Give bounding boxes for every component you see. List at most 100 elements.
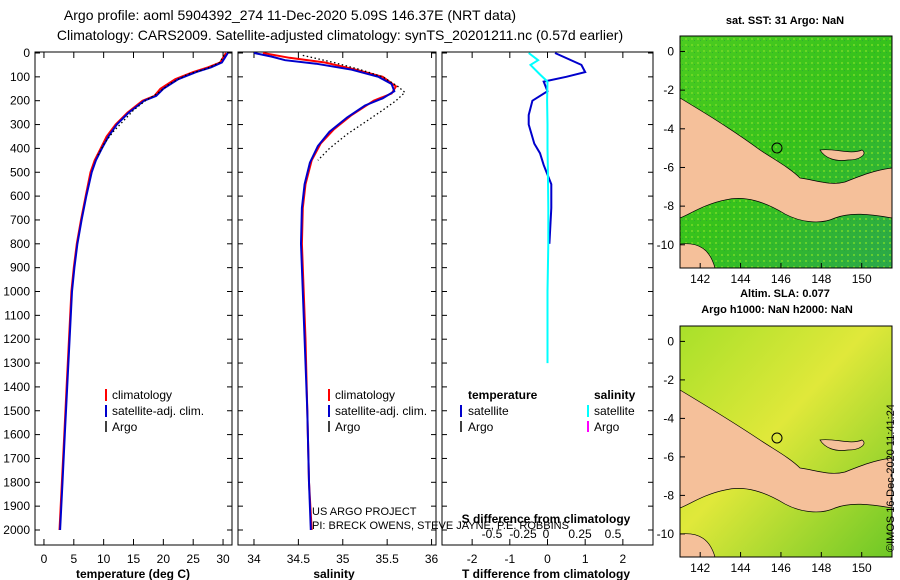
depth-tick-label: 800 (10, 237, 30, 251)
sst-land-island (819, 149, 865, 161)
series-climatology (58, 52, 227, 531)
temperature-xlabel: temperature (deg C) (76, 567, 190, 580)
depth-tick-label: 1600 (3, 428, 30, 442)
legend-head-salinity: salinity (594, 388, 636, 402)
legend-satellite-label: satellite-adj. clim. (335, 404, 427, 418)
depth-tick-label: 600 (10, 189, 30, 203)
x-tick-label: 20 (157, 552, 171, 566)
lat-tick-label: -10 (657, 238, 675, 252)
x-tick-label: 10 (97, 552, 111, 566)
sla-frame (679, 325, 893, 558)
credit-line-1: US ARGO PROJECT (312, 506, 417, 518)
s-tick-label: -0.5 (482, 527, 503, 541)
temperature-panel: 0 5 10 15 20 25 30 temperature (deg C) climato… (34, 51, 233, 580)
x-tick-label: 35.5 (375, 552, 399, 566)
difference-legend: temperature salinity satellite Argo sate… (460, 388, 636, 434)
salinity-legend: climatology satellite-adj. clim. Argo (328, 388, 427, 434)
depth-tick-label: 200 (10, 94, 30, 108)
figure-title-line1: Argo profile: aoml 5904392_274 11-Dec-20… (64, 7, 516, 23)
s-tick-label: 0.25 (568, 527, 592, 541)
difference-xlabel: T difference from climatology (462, 567, 630, 580)
s-tick-label: 0 (543, 527, 550, 541)
legend-s-argo-label: Argo (594, 420, 620, 434)
lon-tick-label: 148 (811, 561, 831, 575)
x-tick-label: 15 (127, 552, 141, 566)
s-tick-label: 0.5 (605, 527, 622, 541)
difference-top-label: S difference from climatology (462, 512, 631, 526)
series-argo (97, 55, 225, 156)
x-tick-label: 36 (425, 552, 439, 566)
s-tick-label: -0.25 (509, 527, 537, 541)
lon-tick-label: 144 (731, 272, 751, 286)
sst-frame (679, 35, 893, 269)
series-argo (302, 54, 406, 161)
lon-tick-label: 150 (852, 272, 872, 286)
depth-tick-label: 1800 (3, 475, 30, 489)
series-satellite-adj-clim- (59, 52, 229, 531)
lon-tick-label: 146 (771, 561, 791, 575)
lat-tick-label: -6 (663, 160, 674, 174)
depth-tick-label: 1100 (4, 308, 30, 322)
lat-tick-label: -10 (657, 527, 675, 541)
sst-map: sat. SST: 31 Argo: NaN 142 144 146 148 150 0 -… (657, 15, 893, 286)
depth-tick-label: 100 (10, 70, 30, 84)
depth-tick-label: 1500 (3, 404, 30, 418)
legend-t-satellite-label: satellite (468, 404, 509, 418)
legend-t-argo-label: Argo (468, 420, 494, 434)
salinity-series (253, 52, 406, 531)
depth-tick-label: 700 (10, 213, 30, 227)
lat-tick-label: -8 (663, 199, 674, 213)
legend-s-satellite-label: satellite (594, 404, 635, 418)
lon-tick-label: 142 (690, 561, 710, 575)
temperature-frame (34, 51, 233, 546)
lat-tick-label: -8 (663, 488, 674, 502)
depth-tick-label: 1900 (3, 499, 30, 513)
depth-tick-label: 1400 (3, 380, 30, 394)
x-tick-label: 0 (544, 552, 551, 566)
series-temperature-satellite (527, 52, 587, 244)
x-tick-label: 34 (247, 552, 261, 566)
salinity-xlabel: salinity (313, 567, 355, 580)
timestamp: ©IMOS 16-Dec-2020 11:41:24 (885, 404, 897, 552)
series-salinity-satellite (528, 52, 550, 364)
legend-satellite-label: satellite-adj. clim. (112, 404, 204, 418)
x-tick-label: 5 (70, 552, 77, 566)
x-tick-label: 34.5 (287, 552, 311, 566)
figure-title-line2: Climatology: CARS2009. Satellite-adjuste… (57, 27, 623, 43)
lat-tick-label: -4 (663, 122, 674, 136)
x-tick-label: 30 (216, 552, 230, 566)
sla-argo-marker (771, 432, 783, 444)
x-tick-label: 0 (41, 552, 48, 566)
depth-tick-label: 900 (10, 261, 30, 275)
legend-argo-label: Argo (112, 420, 138, 434)
x-tick-label: 1 (582, 552, 589, 566)
x-tick-label: 25 (187, 552, 201, 566)
x-tick-label: 35 (336, 552, 350, 566)
depth-tick-label: 1700 (3, 451, 30, 465)
sst-map-title: sat. SST: 31 Argo: NaN (726, 15, 844, 27)
difference-series (527, 52, 587, 364)
sla-map-title1: Altim. SLA: 0.077 (740, 288, 830, 300)
legend-climatology-label: climatology (112, 388, 172, 402)
x-tick-label: -1 (504, 552, 515, 566)
depth-tick-label: 300 (10, 118, 30, 132)
depth-tick-label: 500 (10, 165, 30, 179)
salinity-ticks: 34 34.5 35 35.5 36 (238, 52, 439, 566)
legend-argo-label: Argo (335, 420, 361, 434)
sla-land-island (819, 439, 865, 451)
difference-panel: -2 -1 0 1 2 -0.5 -0.25 0 0.25 0.5 T difference fr… (441, 51, 654, 580)
credit-line-2: PI: BRECK OWENS, STEVE JAYNE, P.E. ROBBI… (312, 520, 569, 532)
salinity-panel: 34 34.5 35 35.5 36 salinity climatology sate… (237, 51, 569, 580)
series-satellite-adj-clim- (253, 52, 396, 531)
temperature-series (58, 52, 229, 531)
lon-tick-label: 150 (852, 561, 872, 575)
lon-tick-label: 144 (731, 561, 751, 575)
lat-tick-label: -2 (663, 373, 674, 387)
lon-tick-label: 148 (811, 272, 831, 286)
x-tick-label: 2 (620, 552, 627, 566)
x-tick-label: -2 (467, 552, 478, 566)
sst-argo-marker (771, 142, 783, 154)
sla-map-title2: Argo h1000: NaN h2000: NaN (701, 304, 853, 316)
lat-tick-label: -4 (663, 411, 674, 425)
sla-ticks: 142 144 146 148 150 0 -2 -4 -6 -8 -10 (657, 334, 872, 575)
